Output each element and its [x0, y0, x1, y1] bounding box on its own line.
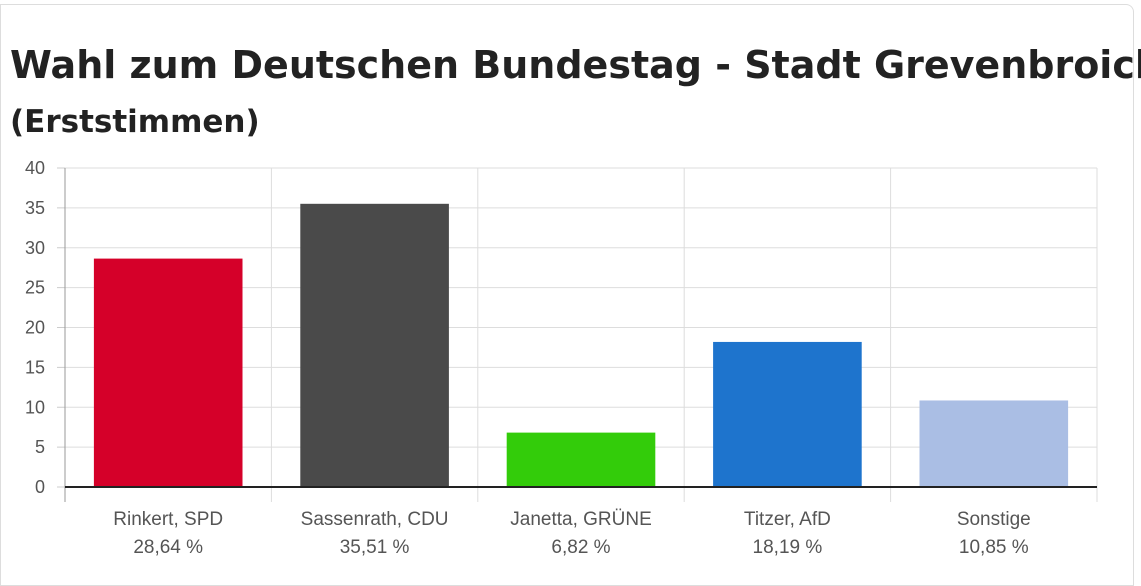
- x-tick-label: Janetta, GRÜNE: [510, 509, 652, 530]
- value-label: 10,85 %: [959, 537, 1029, 558]
- x-tick-label: Rinkert, SPD: [113, 509, 223, 530]
- y-tick-label: 5: [35, 437, 45, 457]
- y-tick-label: 10: [25, 397, 45, 417]
- bar: [713, 341, 862, 487]
- bar: [919, 400, 1069, 487]
- chart-subtitle: (Erststimmen): [10, 104, 260, 140]
- page: Wahl zum Deutschen Bundestag - Stadt Gre…: [0, 4, 1141, 586]
- bar: [93, 258, 243, 487]
- y-tick-label: 0: [35, 477, 45, 497]
- value-label: 35,51 %: [340, 537, 410, 558]
- y-tick-label: 35: [25, 198, 45, 218]
- x-tick-label: Titzer, AfD: [744, 509, 831, 530]
- y-tick-label: 40: [25, 158, 45, 178]
- y-tick-label: 15: [25, 357, 45, 377]
- y-tick-label: 20: [25, 318, 45, 338]
- y-tick-label: 30: [25, 238, 45, 258]
- bar: [300, 203, 449, 488]
- value-label: 18,19 %: [753, 537, 823, 558]
- bar: [506, 432, 656, 487]
- y-tick-label: 25: [25, 278, 45, 298]
- chart: Wahl zum Deutschen Bundestag - Stadt Gre…: [10, 43, 1141, 558]
- x-tick-label: Sassenrath, CDU: [301, 509, 449, 530]
- x-tick-label: Sonstige: [957, 509, 1031, 530]
- value-label: 6,82 %: [551, 537, 610, 558]
- chart-title: Wahl zum Deutschen Bundestag - Stadt Gre…: [10, 43, 1141, 87]
- value-label: 28,64 %: [133, 537, 203, 558]
